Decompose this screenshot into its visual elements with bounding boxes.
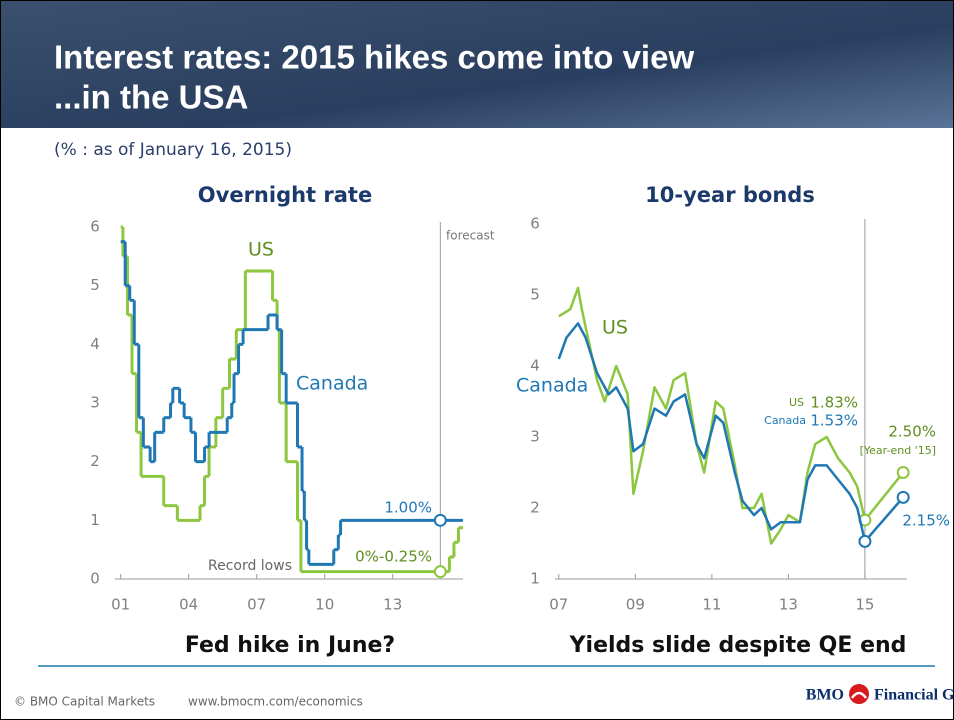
forecast-value-label: 1.53% [810, 412, 858, 430]
x-tick-label: 04 [179, 596, 198, 614]
series-line [558, 286, 867, 545]
marker [433, 565, 447, 579]
forecast-marker [896, 466, 910, 479]
chart-caption: Fed hike in June? [185, 633, 395, 658]
annotation: Record lows [208, 558, 292, 574]
y-tick-label: 3 [90, 394, 100, 412]
y-tick-label: 3 [530, 428, 540, 446]
forecast-marker [896, 490, 910, 504]
forecast-marker [858, 534, 872, 548]
y-tick-label: 1 [530, 570, 540, 588]
x-tick-label: 10 [315, 596, 334, 614]
forecast-line [863, 471, 905, 521]
marker-label: 0%-0.25% [355, 548, 432, 566]
chart-caption: Yields slide despite QE end [569, 633, 907, 658]
x-tick-label: 01 [111, 596, 130, 614]
brand: BMO [806, 687, 844, 704]
copyright: © BMO Capital Markets [14, 695, 155, 709]
subtitle: (% : as of January 16, 2015) [54, 140, 292, 160]
series-line [557, 322, 867, 542]
chart-title: 10-year bonds [645, 183, 815, 207]
x-tick-label: 13 [779, 596, 798, 614]
header-band [0, 0, 954, 128]
y-tick-label: 1 [90, 511, 100, 529]
y-tick-label: 0 [90, 570, 100, 588]
marker-label: 1.00% [384, 499, 432, 517]
y-tick-label: 4 [90, 335, 100, 353]
forecast-label: forecast [446, 229, 495, 243]
x-tick-label: 11 [702, 596, 721, 614]
x-tick-label: 07 [247, 596, 266, 614]
x-tick-label: 07 [549, 596, 568, 614]
series-tag: Canada [764, 414, 806, 427]
y-tick-label: 2 [90, 452, 100, 470]
y-tick-label: 5 [530, 286, 540, 304]
brand-suffix: Financial Group [874, 687, 954, 704]
slide-title: Interest rates: 2015 hikes come into vie… [54, 39, 694, 76]
x-tick-label: 15 [855, 596, 874, 614]
series-label: US [248, 239, 274, 261]
slide-title: ...in the USA [54, 79, 248, 116]
series-label: US [602, 317, 628, 339]
forecast-value-label: 2.15% [902, 512, 950, 530]
series-label: Canada [516, 375, 588, 397]
forecast-line [863, 496, 905, 543]
x-tick-label: 13 [383, 596, 402, 614]
brand-logo-mark [850, 691, 868, 699]
chart-title: Overnight rate [198, 183, 372, 207]
series-tag: US [789, 396, 804, 409]
footer-url: www.bmocm.com/economics [188, 695, 363, 709]
y-tick-label: 2 [530, 499, 540, 517]
forecast-note: [Year-end '15] [860, 444, 936, 457]
y-tick-label: 5 [90, 276, 100, 294]
x-tick-label: 09 [626, 596, 645, 614]
y-tick-label: 4 [530, 357, 540, 375]
forecast-value-label: 1.83% [810, 394, 858, 412]
forecast-value-label: 2.50% [888, 423, 936, 441]
y-tick-label: 6 [90, 218, 100, 236]
marker [433, 513, 447, 527]
series-label: Canada [296, 373, 368, 395]
y-tick-label: 6 [530, 215, 540, 233]
